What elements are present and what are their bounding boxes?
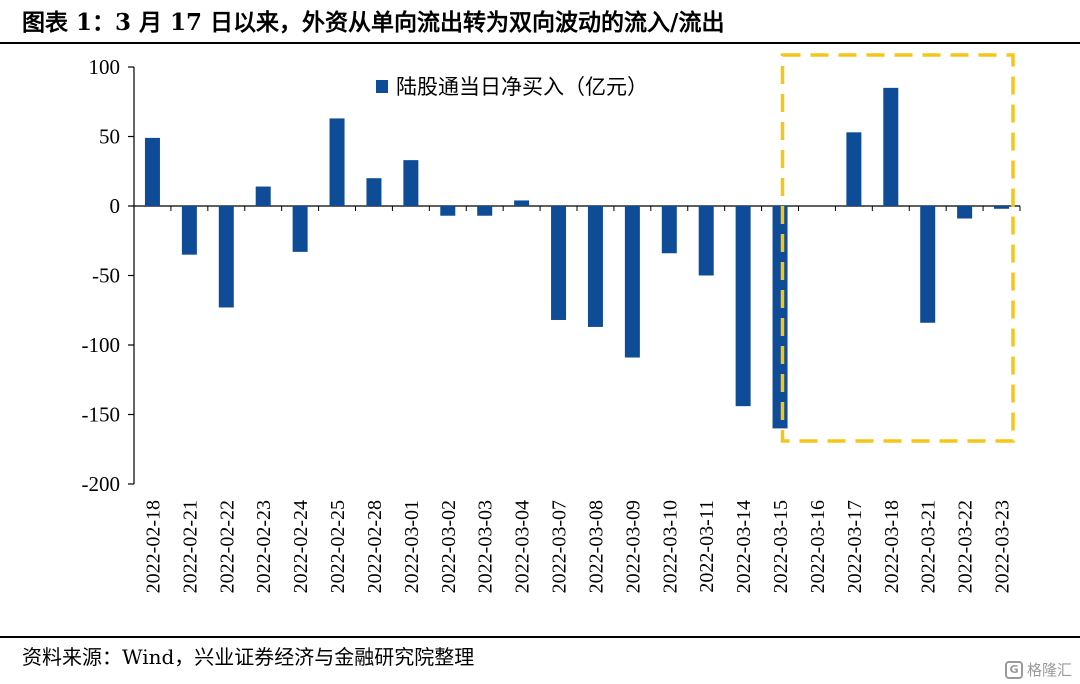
x-tick-label: 2022-03-16 — [807, 500, 829, 593]
x-tick-label: 2022-03-18 — [881, 500, 903, 593]
bar-2022-03-07 — [551, 206, 567, 320]
bar-2022-03-02 — [440, 206, 456, 216]
x-tick-label: 2022-02-21 — [179, 500, 201, 593]
bar-chart: 100 50 0 -50 -100 -150 -200 2022-02-18 2022-02-2… — [82, 53, 1021, 593]
y-tick-label: 100 — [89, 55, 121, 79]
chart-title: 图表 1：3 月 17 日以来，外资从单向流出转为双向波动的流入/流出 — [22, 9, 725, 36]
legend-swatch — [376, 80, 388, 93]
x-tick-label: 2022-03-01 — [401, 500, 423, 593]
bar-2022-02-24 — [292, 206, 308, 252]
x-tick-label: 2022-02-23 — [253, 500, 275, 593]
legend: 陆股通当日净买入（亿元） — [376, 75, 648, 99]
x-tick-label: 2022-03-02 — [438, 500, 460, 593]
y-tick-label: -150 — [82, 403, 121, 427]
y-tick-label: -100 — [82, 333, 121, 357]
watermark: G 格隆汇 — [1004, 659, 1072, 680]
bar-2022-03-21 — [920, 206, 936, 323]
x-tick-label: 2022-03-14 — [733, 500, 755, 593]
x-tick-label: 2022-03-09 — [622, 500, 644, 593]
bar-2022-03-10 — [661, 206, 677, 254]
x-tick-label: 2022-03-17 — [844, 500, 866, 593]
title-rule — [0, 42, 1080, 44]
bar-2022-02-18 — [144, 137, 160, 206]
x-tick-label: 2022-03-07 — [549, 500, 571, 593]
y-tick-label: 0 — [110, 194, 121, 218]
legend-label: 陆股通当日净买入（亿元） — [396, 75, 648, 99]
bar-2022-03-17 — [846, 132, 862, 206]
bar-2022-03-09 — [624, 206, 640, 358]
bar-2022-03-23 — [994, 206, 1010, 209]
bar-2022-02-25 — [329, 118, 345, 206]
bar-2022-02-21 — [181, 206, 197, 255]
source-note: 资料来源：Wind，兴业证券经济与金融研究院整理 — [22, 645, 475, 669]
x-tick-label: 2022-03-08 — [585, 500, 607, 593]
footer-rule — [0, 636, 1080, 638]
x-tick-label: 2022-02-24 — [290, 500, 312, 593]
x-tick-label: 2022-02-25 — [327, 500, 349, 593]
x-tick-label: 2022-03-04 — [512, 500, 534, 593]
watermark-logo-icon: G — [1004, 660, 1023, 679]
x-tick-label: 2022-03-22 — [955, 500, 977, 593]
bar-2022-03-15 — [772, 206, 788, 429]
highlight-box — [780, 53, 1015, 443]
bar-2022-03-01 — [403, 160, 419, 206]
x-tick-label: 2022-02-18 — [142, 500, 164, 593]
bar-2022-03-04 — [514, 200, 530, 206]
y-tick-label: -50 — [92, 264, 120, 288]
bar-2022-03-11 — [698, 206, 714, 276]
bar-2022-02-22 — [218, 206, 234, 308]
y-tick-label: -200 — [82, 472, 121, 496]
x-tick-label: 2022-03-03 — [475, 500, 497, 593]
x-tick-label: 2022-03-23 — [992, 500, 1014, 593]
bar-2022-02-23 — [255, 186, 271, 206]
x-tick-label: 2022-02-28 — [364, 500, 386, 593]
bar-2022-03-08 — [587, 206, 603, 327]
x-tick-label: 2022-03-15 — [770, 500, 792, 593]
x-tick-label: 2022-03-11 — [696, 500, 718, 593]
bar-2022-03-22 — [957, 206, 973, 219]
y-tick-label: 50 — [99, 125, 120, 149]
x-tick-label: 2022-03-10 — [659, 500, 681, 593]
x-tick-label: 2022-03-21 — [918, 500, 940, 593]
watermark-text: 格隆汇 — [1026, 661, 1072, 679]
bar-2022-02-28 — [366, 178, 382, 206]
x-tick-label: 2022-02-22 — [216, 500, 238, 593]
bar-2022-03-14 — [735, 206, 751, 407]
bar-2022-03-18 — [883, 87, 899, 206]
bar-2022-03-03 — [477, 206, 493, 216]
